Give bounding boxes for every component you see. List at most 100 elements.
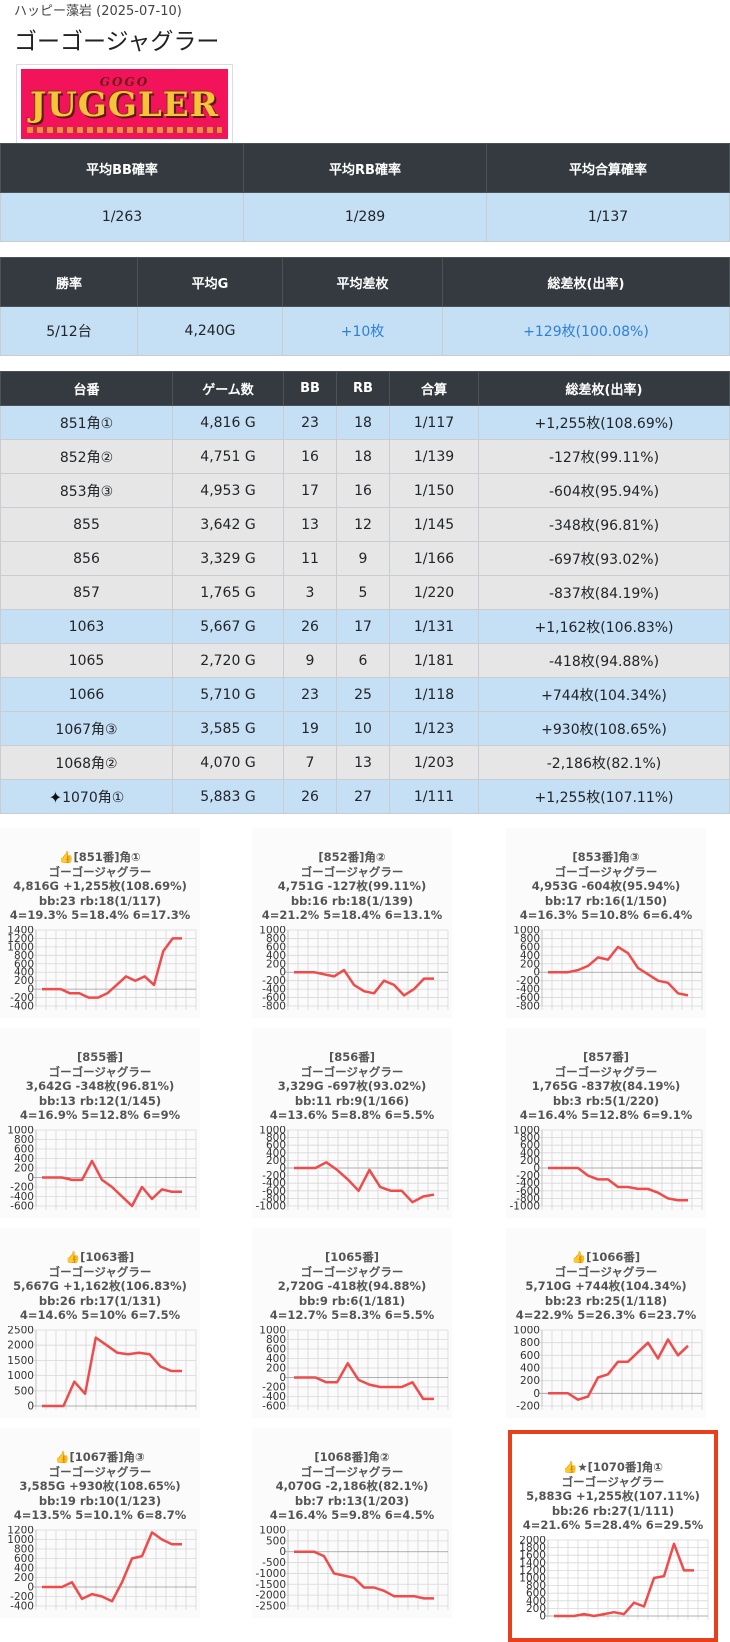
y-tick-label: 1600 [519, 1550, 546, 1562]
table-row: 1063 5,667 G 26 17 1/131 +1,162枚(106.83%) [0, 609, 730, 644]
chart-info-line: 4=16.4% 5=12.8% 6=9.1% [519, 1108, 693, 1122]
cell-games: 3,585 G [172, 711, 284, 746]
cell-games: 3,642 G [172, 507, 284, 542]
chart-info-line: ゴーゴージャグラー [300, 1464, 404, 1479]
chart-card: 👍[1063番] ゴーゴージャグラー 5,667G +1,162枚(106.83%)… [0, 1228, 200, 1418]
chart-info-line: 4=14.6% 5=10% 6=7.5% [19, 1308, 181, 1322]
col-games: ゲーム数 [172, 371, 284, 406]
chart-info-line: 4=16.4% 5=9.8% 6=4.5% [269, 1508, 435, 1522]
y-tick-label: -600 [10, 1201, 34, 1213]
chart-info-line: 4=21.2% 5=18.4% 6=13.1% [261, 908, 443, 922]
cell-diff: +1,255枚(107.11%) [478, 779, 730, 814]
cell-games: 4,751 G [172, 439, 284, 474]
y-tick-label: 400 [526, 1595, 546, 1607]
y-tick-label: 600 [14, 1144, 34, 1156]
chart-title: 👍★[1070番]角① [563, 1460, 663, 1474]
y-tick-label: 800 [526, 1580, 546, 1592]
cell-total: 1/117 [389, 405, 479, 440]
y-tick-label: 1000 [7, 1370, 34, 1382]
y-tick-label: 200 [266, 1155, 286, 1167]
chart-card: 👍[851番]角① ゴーゴージャグラー 4,816G +1,255枚(108.69%… [0, 828, 200, 1018]
header-avg-games: 平均G [137, 257, 283, 307]
y-tick-label: 1000 [513, 926, 540, 937]
y-tick-label: 1000 [7, 1126, 34, 1137]
chart-info-line: ゴーゴージャグラー [48, 1264, 152, 1279]
machine-table: 台番 ゲーム数 BB RB 合算 総差枚(出率) 851角① 4,816 G 23 1… [0, 371, 730, 814]
y-tick-label: 1000 [259, 926, 286, 937]
y-tick-label: -500 [262, 1557, 286, 1569]
col-diff: 総差枚(出率) [478, 371, 730, 406]
logo-decoration [27, 127, 222, 133]
chart-info-line: 2,720G -418枚(94.88%) [277, 1279, 427, 1293]
chart-info-line: ゴーゴージャグラー [48, 864, 152, 879]
cell-total: 1/111 [389, 779, 479, 814]
chart-card: [1068番]角② ゴーゴージャグラー 4,070G -2,186枚(82.1%) b… [252, 1428, 452, 1618]
cell-bb: 23 [283, 405, 337, 440]
table-row: 1065 2,720 G 9 6 1/181 -418枚(94.88%) [0, 643, 730, 678]
cell-bb: 3 [283, 575, 337, 610]
header-avg-rb: 平均RB確率 [243, 143, 487, 193]
y-tick-label: 0 [27, 984, 34, 996]
y-tick-label: -200 [516, 1170, 540, 1182]
y-tick-label: -400 [516, 984, 540, 996]
value-avg-rb: 1/289 [243, 192, 487, 242]
header-total-diff: 総差枚(出率) [442, 257, 730, 307]
y-tick-label: 1000 [513, 1326, 540, 1337]
cell-no: 851角① [0, 405, 173, 440]
col-bb: BB [283, 371, 337, 406]
y-tick-label: -1000 [255, 1201, 286, 1213]
y-tick-label: -200 [262, 1170, 286, 1182]
cell-games: 2,720 G [172, 643, 284, 678]
value-avg-total: 1/137 [486, 192, 730, 242]
cell-bb: 17 [283, 473, 337, 508]
series-line [294, 968, 434, 997]
chart-info-line: 5,883G +1,255枚(107.11%) [526, 1489, 700, 1503]
logo-image: GOGO JUGGLER [21, 69, 228, 139]
y-tick-label: 1200 [7, 933, 34, 945]
cell-games: 5,883 G [172, 779, 284, 814]
chart-info-line: 4=12.7% 5=8.3% 6=5.5% [269, 1308, 435, 1322]
value-total-diff: +129枚(100.08%) [442, 306, 730, 356]
chart-title: 👍[1066番] [571, 1250, 641, 1264]
cell-bb: 9 [283, 643, 337, 678]
y-tick-label: 600 [266, 1140, 286, 1152]
cell-total: 1/123 [389, 711, 479, 746]
chart-info-line: bb:23 rb:25(1/118) [544, 1293, 668, 1308]
y-tick-label: 1400 [7, 926, 34, 937]
chart-info-line: 4=22.9% 5=26.3% 6=23.7% [515, 1308, 697, 1322]
table-row: 1066 5,710 G 23 25 1/118 +744枚(104.34%) [0, 677, 730, 712]
series-line [548, 1166, 688, 1202]
y-tick-label: 800 [14, 1134, 34, 1146]
chart-card: 👍[1066番] ゴーゴージャグラー 5,710G +744枚(104.34%) bb… [506, 1228, 706, 1418]
header-avg-diff: 平均差枚 [282, 257, 443, 307]
sparkle-icon: ✦ [48, 787, 63, 807]
y-tick-label: 400 [266, 1353, 286, 1365]
cell-bb: 16 [283, 439, 337, 474]
cell-no: 856 [0, 541, 173, 576]
cell-bb: 13 [283, 507, 337, 542]
chart-info-line: bb:26 rb:17(1/131) [38, 1293, 162, 1308]
y-tick-label: 1800 [519, 1542, 546, 1554]
cell-diff: -697枚(93.02%) [478, 541, 730, 576]
y-tick-label: 0 [27, 1401, 34, 1413]
cell-no: 852角② [0, 439, 173, 474]
y-tick-label: 400 [266, 1147, 286, 1159]
chart-info-line: ゴーゴージャグラー [300, 1064, 404, 1079]
y-tick-label: -800 [516, 1193, 540, 1205]
cell-games: 5,710 G [172, 677, 284, 712]
y-tick-label: 800 [520, 933, 540, 945]
chart-card: [856番] ゴーゴージャグラー 3,329G -697枚(93.02%) bb:11… [252, 1028, 452, 1218]
chart-title: 👍[851番]角① [59, 850, 141, 864]
header-win-rate: 勝率 [0, 257, 138, 307]
cell-no-text: 1070角① [62, 789, 125, 806]
y-tick-label: -800 [262, 1001, 286, 1013]
chart-card: 👍★[1070番]角① ゴーゴージャグラー 5,883G +1,255枚(107.1… [508, 1430, 718, 1642]
y-tick-label: 600 [266, 1344, 286, 1356]
y-tick-label: -400 [262, 984, 286, 996]
y-tick-label: -400 [262, 1391, 286, 1403]
cell-diff: +930枚(108.65%) [478, 711, 730, 746]
